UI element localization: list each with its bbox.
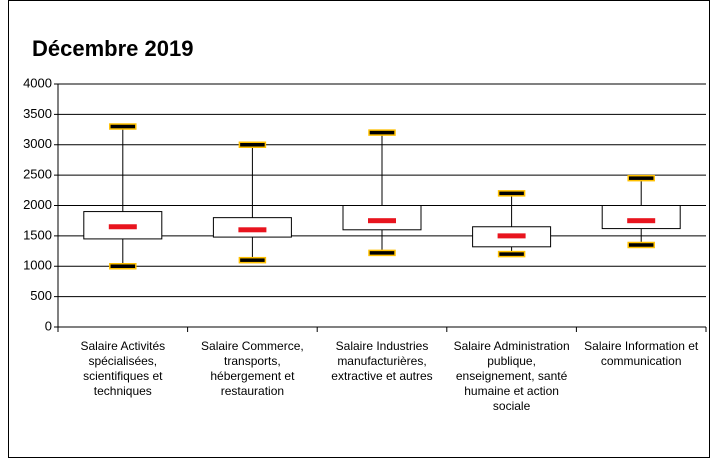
x-tick-label: Salaire Activités spécialisées, scientif…: [80, 339, 166, 398]
median: [108, 224, 137, 230]
whisker-cap: [109, 123, 137, 130]
y-tick-label: 2000: [23, 197, 52, 212]
whisker-cap: [497, 250, 526, 258]
median: [368, 218, 396, 224]
whisker-cap: [497, 190, 526, 197]
y-tick-label: 2500: [23, 167, 52, 182]
whisker-cap: [238, 256, 267, 264]
whisker-cap: [627, 241, 655, 249]
chart-title: Décembre 2019: [32, 36, 193, 61]
median: [497, 233, 526, 239]
y-tick-label: 0: [45, 318, 52, 333]
whisker-cap: [368, 249, 396, 257]
x-tick-label: Salaire Information et communication: [584, 339, 699, 368]
box: [342, 205, 422, 231]
whisker-cap: [627, 174, 655, 182]
x-tick-label: Salaire Industries manufacturières, extr…: [331, 339, 433, 383]
median: [627, 218, 656, 224]
whisker-cap: [109, 263, 137, 270]
whisker-cap: [238, 141, 267, 148]
median: [238, 227, 267, 233]
box: [601, 205, 681, 230]
y-tick-label: 3000: [23, 136, 52, 151]
y-tick-label: 1500: [23, 227, 52, 242]
x-tick-label: Salaire Administration publique, enseign…: [453, 339, 570, 413]
y-tick-label: 4000: [23, 75, 52, 90]
x-tick-label: Salaire Commerce, transports, hébergemen…: [201, 339, 304, 398]
y-tick-label: 1000: [23, 258, 52, 273]
y-tick-label: 500: [30, 288, 52, 303]
y-tick-label: 3500: [23, 106, 52, 121]
whisker-cap: [368, 129, 396, 136]
